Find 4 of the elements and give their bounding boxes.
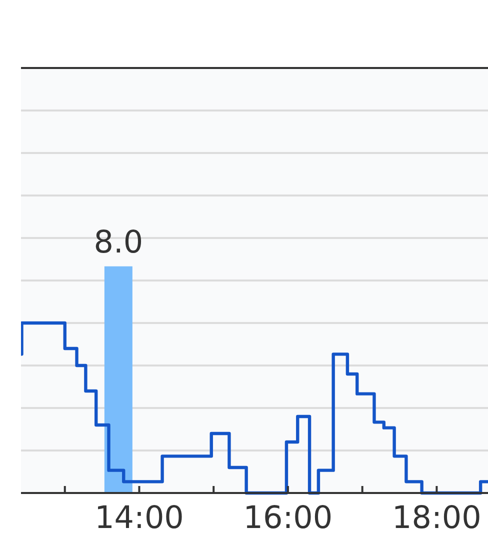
x-tick-label: 14:00 xyxy=(94,500,184,536)
data-label: 8.0 xyxy=(94,224,144,260)
x-tick-label: 16:00 xyxy=(243,500,333,536)
x-tick-label: 18:00 xyxy=(392,500,482,536)
